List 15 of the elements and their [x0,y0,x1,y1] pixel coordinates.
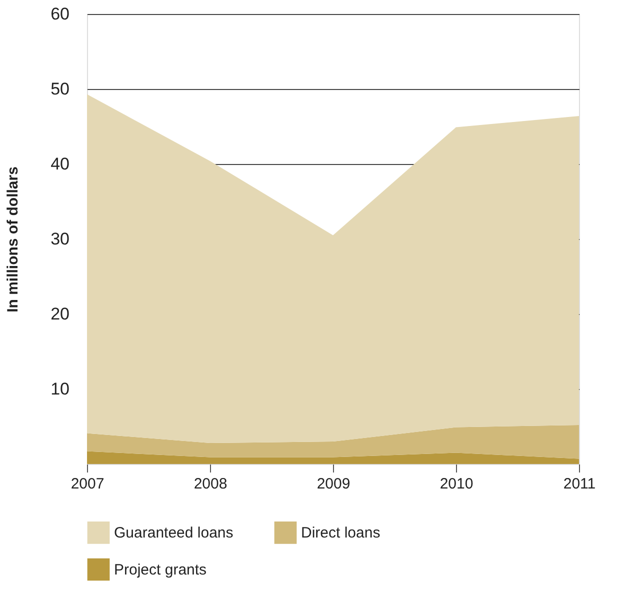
y-tick-label: 20 [50,304,70,324]
legend-label: Direct loans [301,524,380,542]
y-tick-label: 30 [50,230,70,248]
x-tick-label: 2009 [316,476,350,492]
legend-label: Guaranteed loans [114,524,234,542]
y-tick-label: 10 [50,380,70,398]
y-tick-label: 50 [50,80,70,98]
x-tick-label: 2007 [70,476,104,492]
x-tick-label: 2008 [194,476,228,492]
y-tick-label: 40 [50,154,70,174]
y-axis-title: In millions of dollars [4,166,22,312]
y-tick-label: 60 [50,4,70,24]
x-tick-label: 2010 [440,476,474,492]
x-tick-label: 2011 [563,476,596,492]
legend-label: Project grants [114,562,207,578]
